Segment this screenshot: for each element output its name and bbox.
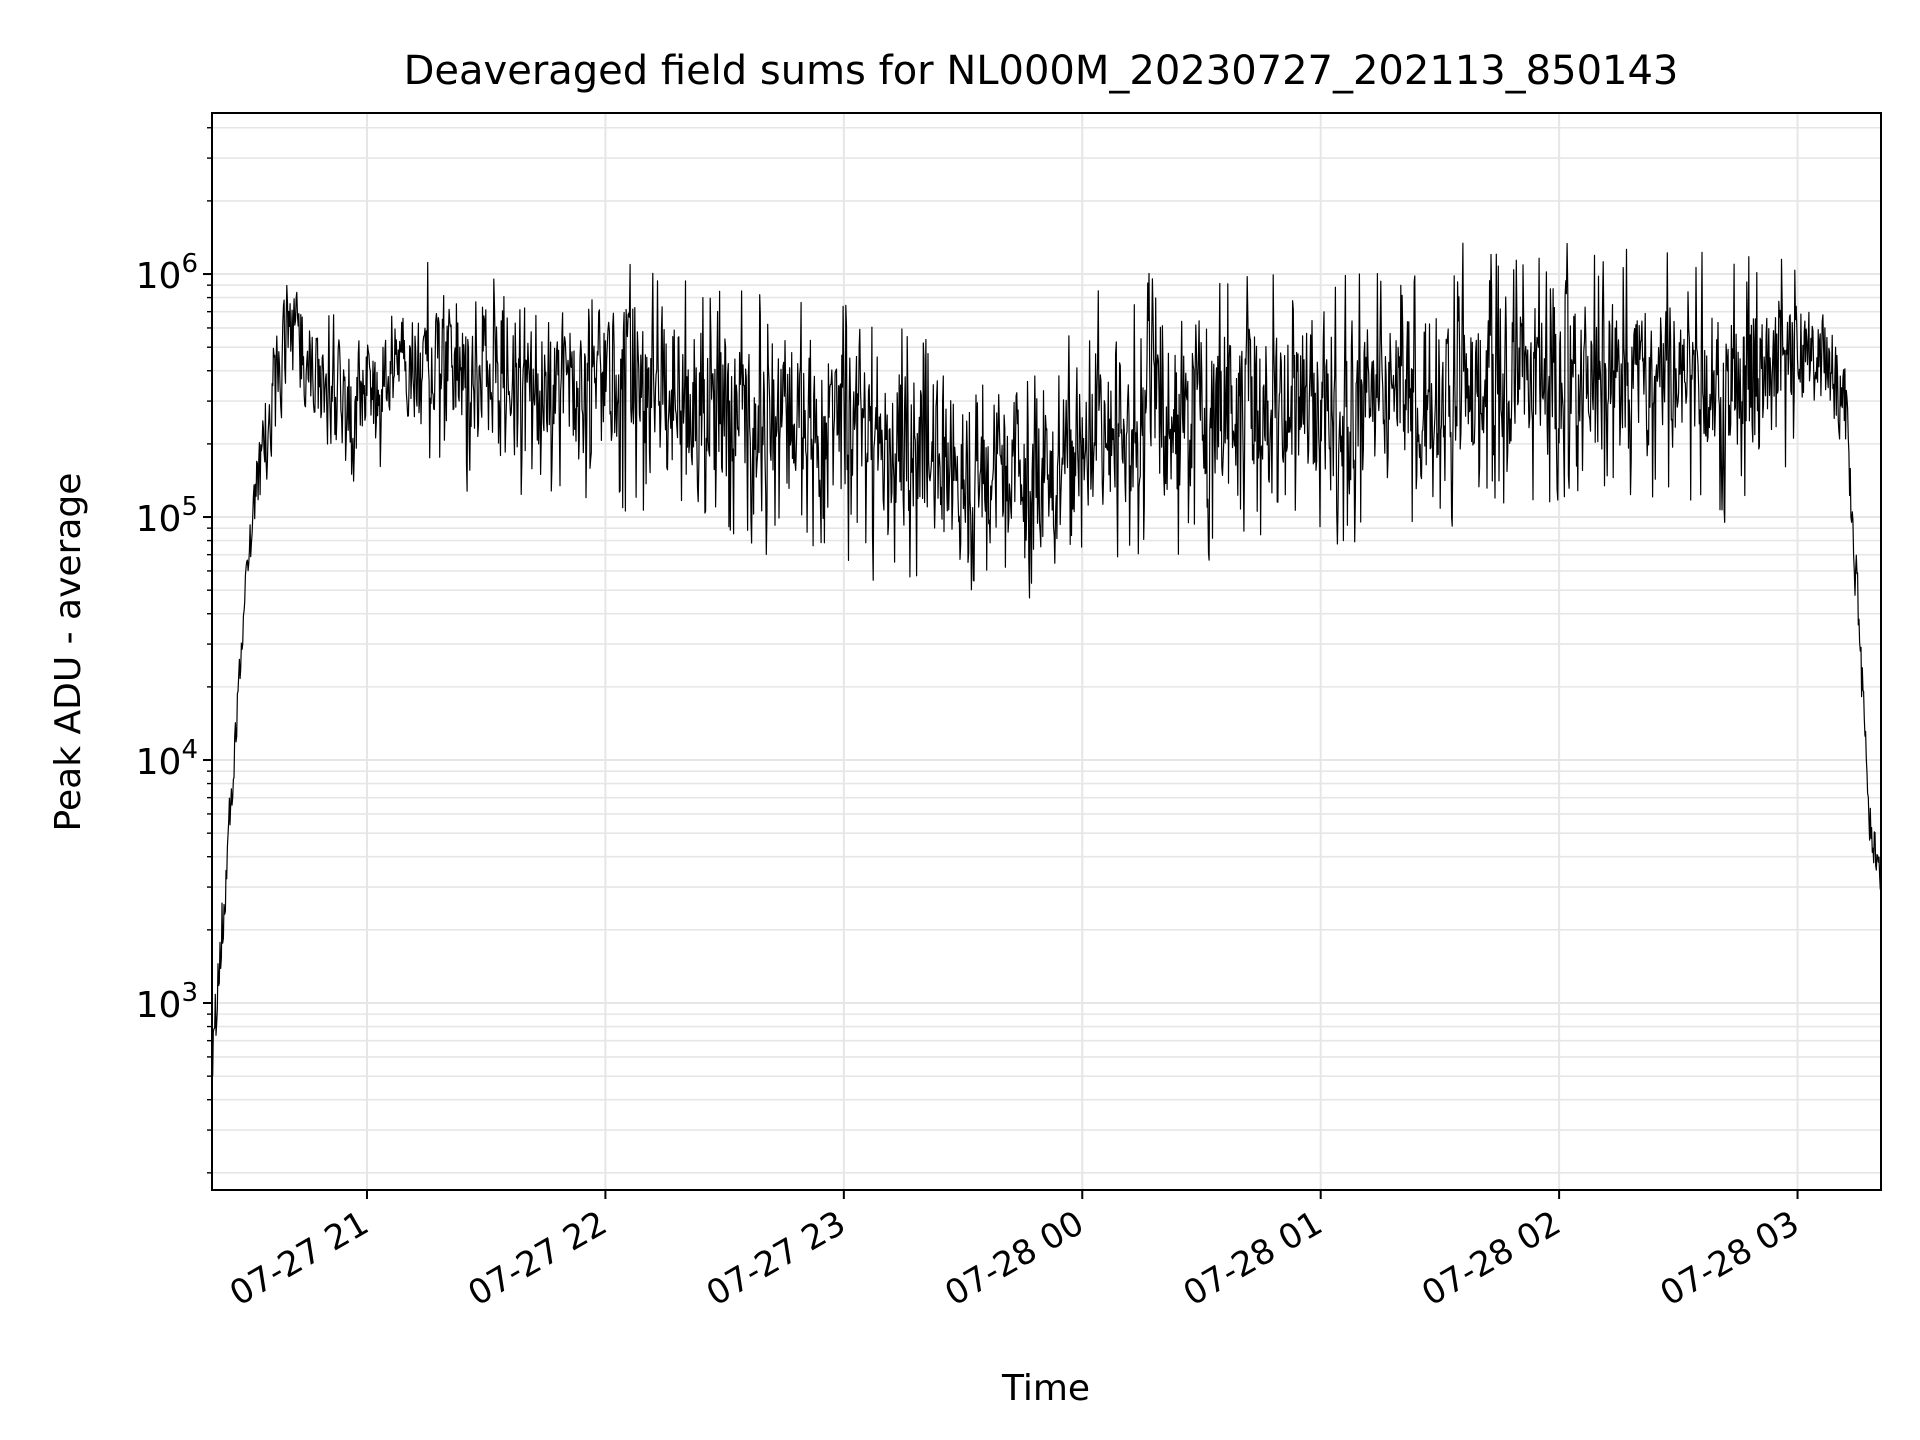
y-tick-exponent: 5 [181, 492, 198, 522]
data-series [212, 242, 1881, 1080]
y-tick-base: 10 [136, 256, 182, 297]
y-tick-label: 103 [136, 978, 198, 1026]
y-axis-label: Peak ADU - average [48, 473, 89, 832]
y-tick-exponent: 6 [181, 249, 198, 279]
grid-lines [212, 113, 1881, 1190]
y-tick-base: 10 [136, 985, 182, 1026]
series-line [212, 242, 1881, 1080]
y-tick-label: 104 [136, 735, 198, 783]
y-tick-label: 106 [136, 249, 198, 297]
y-tick-base: 10 [136, 499, 182, 540]
y-tick-exponent: 4 [181, 735, 198, 765]
plot-area-frame [211, 112, 1882, 1191]
chart-title: Deaveraged field sums for NL000M_2023072… [404, 48, 1679, 94]
y-tick-label: 105 [136, 492, 198, 540]
x-axis-label: Time [1001, 1368, 1090, 1409]
y-tick-base: 10 [136, 742, 182, 783]
y-tick-exponent: 3 [181, 978, 198, 1008]
